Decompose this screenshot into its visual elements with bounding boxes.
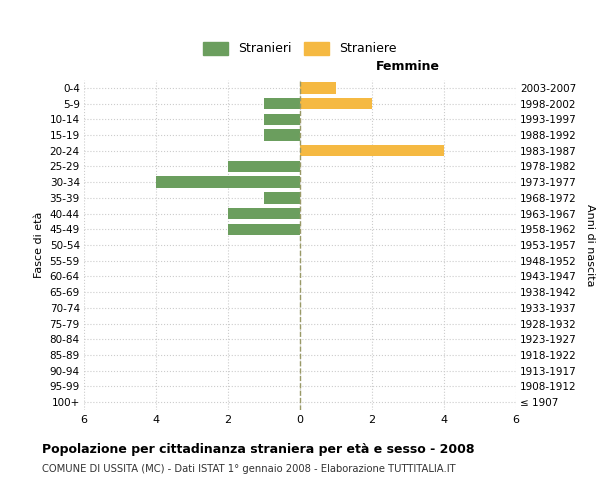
- Bar: [264, 192, 300, 203]
- Bar: [228, 161, 300, 172]
- Bar: [300, 82, 336, 94]
- Bar: [228, 224, 300, 235]
- Bar: [156, 176, 300, 188]
- Bar: [264, 98, 300, 109]
- Legend: Stranieri, Straniere: Stranieri, Straniere: [198, 37, 402, 60]
- Y-axis label: Anni di nascita: Anni di nascita: [585, 204, 595, 286]
- Text: Popolazione per cittadinanza straniera per età e sesso - 2008: Popolazione per cittadinanza straniera p…: [42, 442, 475, 456]
- Bar: [228, 208, 300, 219]
- Text: COMUNE DI USSITA (MC) - Dati ISTAT 1° gennaio 2008 - Elaborazione TUTTITALIA.IT: COMUNE DI USSITA (MC) - Dati ISTAT 1° ge…: [42, 464, 455, 474]
- Bar: [300, 98, 372, 109]
- Bar: [264, 130, 300, 140]
- Bar: [300, 145, 444, 156]
- Text: Femmine: Femmine: [376, 60, 440, 74]
- Y-axis label: Fasce di età: Fasce di età: [34, 212, 44, 278]
- Bar: [264, 114, 300, 125]
